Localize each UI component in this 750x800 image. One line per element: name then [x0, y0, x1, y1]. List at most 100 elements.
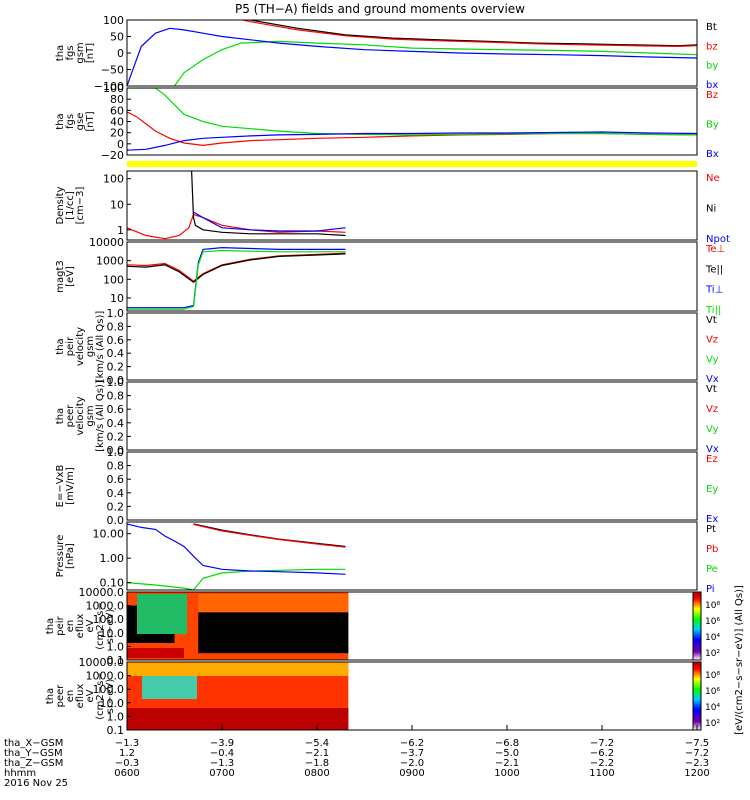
- x-row-value: −5.0: [495, 748, 519, 759]
- series-group-density: [127, 171, 346, 240]
- y-tick-label: 100.0: [93, 613, 125, 626]
- y-tick-label: −100: [94, 80, 124, 93]
- x-row-value: −0.4: [210, 748, 234, 759]
- x-row-value: −2.1: [305, 748, 329, 759]
- y-tick-label: −50: [101, 64, 124, 77]
- y-axis-label: tha: [45, 618, 56, 634]
- colorbar-tick-label: 10⁴: [705, 703, 720, 713]
- x-row-value: −2.1: [495, 758, 519, 769]
- x-row-value: 0700: [209, 768, 234, 779]
- x-row-value: 1100: [589, 768, 614, 779]
- y-axis-label: [nT]: [85, 43, 96, 63]
- x-row-label: tha_Z−GSM: [4, 758, 63, 769]
- legend-Vx: Vx: [706, 444, 719, 455]
- y-axis-label: [1/cc]: [65, 191, 76, 220]
- y-tick-label: 1000.0: [86, 670, 125, 683]
- x-row-value: −3.7: [400, 748, 424, 759]
- y-tick-label: 10000.0: [79, 656, 125, 669]
- y-axis-label: Density: [55, 186, 66, 224]
- y-tick-label: 0.8: [107, 390, 125, 403]
- legend-Vy: Vy: [706, 354, 719, 365]
- spec-black-late: [198, 612, 349, 654]
- legend-Bx: Bx: [706, 149, 719, 160]
- y-axis-label: eV: [85, 689, 96, 702]
- series-line-fgs_gsm-Bt: [247, 20, 697, 47]
- x-row-value: −7.5: [685, 738, 709, 749]
- y-tick-label: −20: [101, 149, 124, 162]
- y-tick-label: 0.0: [107, 514, 125, 527]
- y-tick-label: 60: [110, 104, 124, 117]
- series-group-fgs_gse: [127, 88, 697, 151]
- legend-Vz: Vz: [706, 404, 718, 415]
- figure-title: P5 (TH−A) fields and ground moments over…: [235, 2, 525, 16]
- y-tick-label: 0.1: [107, 724, 125, 737]
- y-axis-label: (cm2−s−: [95, 672, 106, 719]
- x-row-value: 0600: [114, 768, 139, 779]
- y-axis-label: fgs: [65, 114, 76, 129]
- y-axis-label: eflux: [75, 614, 86, 639]
- colorbar-tick-label: 10⁴: [705, 633, 720, 643]
- y-tick-label: 10000: [89, 236, 124, 249]
- x-row-value: −3.9: [210, 738, 234, 749]
- legend-Ez: Ez: [706, 454, 718, 465]
- x-row-value: 1200: [684, 768, 709, 779]
- y-tick-label: 0: [117, 138, 124, 151]
- series-line-temperature-Te⊥: [127, 252, 346, 282]
- y-tick-label: 1000.0: [86, 600, 125, 613]
- spec-orange: [198, 594, 349, 612]
- y-axis-label: velocity: [75, 327, 86, 366]
- panel-frame: [126, 87, 698, 156]
- y-axis-label: (cm2−s−: [95, 602, 106, 649]
- y-axis-label: peer: [65, 404, 76, 428]
- legend-Ni: Ni: [706, 204, 716, 215]
- y-tick-label: 0.4: [107, 417, 125, 430]
- panel-frame: [126, 521, 698, 591]
- legend-Vt: Vt: [706, 384, 717, 395]
- x-row-value: −1.8: [305, 758, 329, 769]
- y-tick-label: 0.2: [107, 500, 125, 513]
- y-tick-label: 0: [117, 47, 124, 60]
- legend-Ey: Ey: [706, 484, 718, 495]
- series-line-fgs_gsm-by: [170, 40, 697, 86]
- legend-Bz: Bz: [706, 90, 718, 101]
- y-axis-label: eflux: [75, 684, 86, 709]
- x-row-value: −2.3: [685, 758, 709, 769]
- y-tick-label: 10.00: [93, 528, 125, 541]
- series-line-pressure-Pb: [193, 523, 346, 548]
- y-tick-label: 1.0: [107, 376, 125, 389]
- series-line-pressure-Pe: [127, 568, 346, 590]
- series-group-pressure: [127, 523, 346, 590]
- y-tick-label: 0.6: [107, 473, 125, 486]
- panel-pressure: 10.00 1.00 0.10 Pressure [nPa] Pt Pb Pe Pi: [55, 521, 718, 595]
- y-tick-label: 0.6: [107, 403, 125, 416]
- series-line-pressure-Pi: [127, 523, 346, 575]
- spec-red-band: [127, 648, 184, 658]
- y-axis-label: gse: [75, 113, 86, 131]
- x-row-value: −2.2: [590, 758, 614, 769]
- y-tick-label: 10: [110, 198, 124, 211]
- y-axis-label: [nT]: [85, 111, 96, 131]
- y-tick-label: 100: [103, 14, 124, 27]
- y-tick-label: 20: [110, 127, 124, 140]
- panel-frame: [126, 19, 698, 87]
- status-bar: [127, 161, 697, 167]
- y-axis-label: peir: [55, 615, 66, 635]
- y-axis-label: gsm: [85, 405, 96, 426]
- legend-Ti⊥: Ti⊥: [705, 285, 723, 296]
- series-group-temperature: [127, 246, 346, 310]
- spectrogram-peer_spectrogram: [127, 662, 349, 730]
- legend-Npot: Npot: [706, 234, 730, 245]
- y-axis-label: eV: [85, 619, 96, 632]
- y-axis-label: en: [65, 620, 76, 633]
- y-axis-label: gsm: [85, 336, 96, 357]
- x-row-value: −7.2: [685, 748, 709, 759]
- date-label: 2016 Nov 25: [4, 778, 68, 789]
- series-line-density-Npot: [193, 211, 346, 232]
- y-tick-label: 10: [110, 292, 124, 305]
- y-axis-label: peir: [65, 336, 76, 356]
- y-tick-label: 1.0: [107, 710, 125, 723]
- y-tick-label: 1.0: [107, 446, 125, 459]
